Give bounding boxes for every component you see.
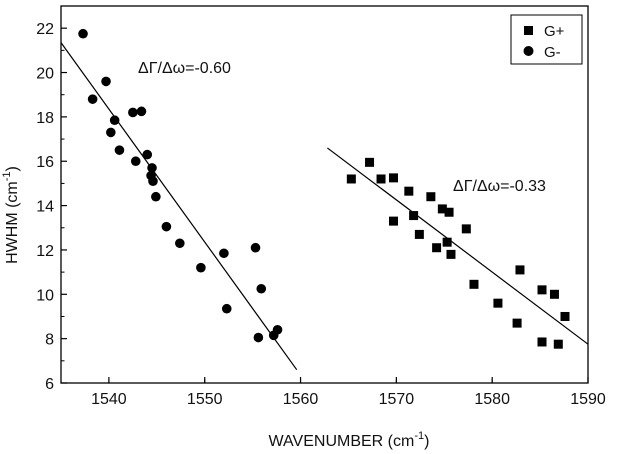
legend-marker-g-minus: [523, 46, 534, 56]
x-tick-labels: 1540 1550 1560 1570 1580 1590: [91, 391, 606, 408]
g-minus-point: [256, 283, 267, 294]
g-minus-point: [114, 145, 125, 155]
x-tick-label: 1570: [379, 391, 415, 408]
g-plus-point: [388, 173, 398, 183]
g-plus-point: [444, 207, 454, 217]
g-minus-point: [101, 76, 111, 87]
g-plus-point: [469, 279, 479, 289]
fit-slope-label-g-minus: ΔΓ/Δω=-0.60: [138, 60, 231, 77]
g-minus-point: [106, 127, 116, 138]
y-tick-label: 22: [36, 21, 54, 38]
g-plus-point: [446, 249, 456, 259]
y-tick-label: 8: [45, 332, 54, 349]
x-tick-label: 1550: [187, 391, 223, 408]
plot-frame: [60, 5, 589, 384]
g-minus-point: [87, 94, 98, 104]
g-plus-point: [560, 311, 570, 321]
data-markers: [78, 28, 570, 349]
g-minus-point: [272, 324, 283, 335]
g-minus-point: [142, 149, 153, 160]
g-plus-point: [414, 229, 424, 239]
g-plus-point: [376, 174, 386, 184]
g-plus-point: [549, 289, 559, 299]
g-plus-point: [537, 285, 547, 295]
y-tick-label: 18: [36, 110, 54, 127]
g-minus-point: [109, 115, 120, 126]
g-plus-point: [365, 157, 375, 167]
y-tick-label: 10: [36, 287, 54, 304]
y-tick-label: 14: [36, 199, 54, 216]
x-tick-label: 1560: [283, 391, 319, 408]
x-tick-label: 1580: [474, 391, 510, 408]
axis-ticks: [61, 27, 589, 384]
legend-marker-g-plus: [524, 26, 533, 35]
y-tick-labels: 6 8 10 12 14 16 18 20 22: [36, 21, 54, 393]
g-minus-point: [253, 332, 264, 343]
g-minus-point: [175, 238, 185, 249]
g-minus-point: [151, 191, 161, 202]
g-minus-point: [221, 303, 232, 314]
x-tick-label: 1590: [570, 391, 606, 408]
g-minus-point: [78, 28, 88, 39]
legend-label-g-minus: G-: [544, 44, 561, 61]
x-axis-title: WAVENUMBER (cm-1): [269, 430, 430, 450]
g-plus-point: [512, 318, 522, 328]
g-plus-point: [553, 339, 563, 349]
fit-slope-label-g-plus: ΔΓ/Δω=-0.33: [453, 178, 546, 195]
g-minus-point: [161, 221, 172, 232]
g-plus-point: [515, 265, 525, 275]
fit-line-g-plus: [327, 147, 589, 345]
g-plus-point: [437, 204, 447, 214]
g-plus-point: [432, 243, 442, 253]
fit-line-g-minus: [60, 42, 298, 371]
g-minus-point: [130, 156, 141, 167]
y-tick-label: 6: [45, 376, 54, 393]
g-plus-point: [388, 216, 398, 226]
g-plus-point: [426, 192, 436, 202]
g-minus-point: [136, 106, 147, 117]
legend: G+ G-: [510, 14, 583, 65]
g-plus-point: [409, 211, 419, 221]
g-plus-point: [346, 174, 356, 184]
y-axis-title: HWHM (cm-1): [1, 166, 21, 264]
g-plus-point: [442, 237, 452, 247]
g-minus-point: [128, 107, 138, 118]
y-tick-label: 12: [36, 243, 54, 260]
y-tick-label: 16: [36, 154, 54, 171]
g-minus-point: [250, 242, 261, 253]
g-plus-point: [493, 298, 503, 308]
g-minus-point: [219, 248, 229, 259]
g-minus-point: [196, 262, 206, 273]
legend-label-g-plus: G+: [544, 23, 565, 40]
y-tick-label: 20: [36, 66, 54, 83]
x-tick-label: 1540: [91, 391, 127, 408]
g-minus-point: [148, 176, 158, 186]
g-plus-point: [404, 186, 414, 196]
fit-lines: [60, 42, 589, 371]
legend-box: [510, 14, 583, 65]
g-plus-point: [537, 337, 547, 347]
g-plus-point: [461, 224, 471, 234]
